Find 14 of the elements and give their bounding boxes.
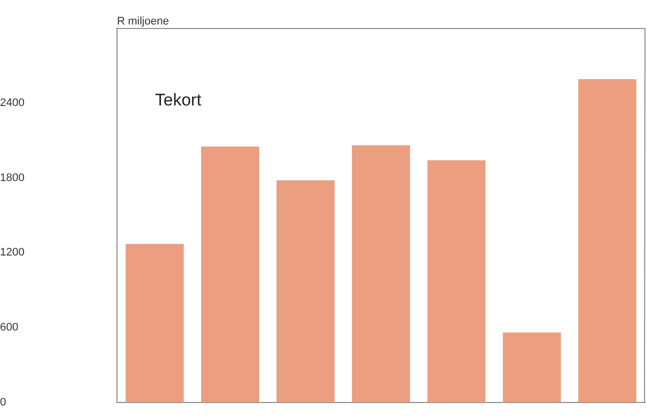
annotation: Tekort: [155, 90, 202, 110]
bar: [126, 244, 184, 402]
y-tick-label: 1800: [0, 172, 24, 184]
bar: [427, 160, 486, 402]
bar: [502, 332, 561, 402]
bar: [352, 145, 410, 402]
y-tick-label: 2400: [0, 96, 24, 109]
bar: [201, 146, 260, 402]
y-tick-label: 1200: [0, 246, 24, 259]
bar: [578, 79, 636, 402]
y-tick-label: 0: [0, 396, 6, 408]
bar: [276, 180, 335, 402]
y-tick-label: 600: [0, 322, 18, 334]
y-axis-title: R miljoene: [117, 16, 169, 28]
